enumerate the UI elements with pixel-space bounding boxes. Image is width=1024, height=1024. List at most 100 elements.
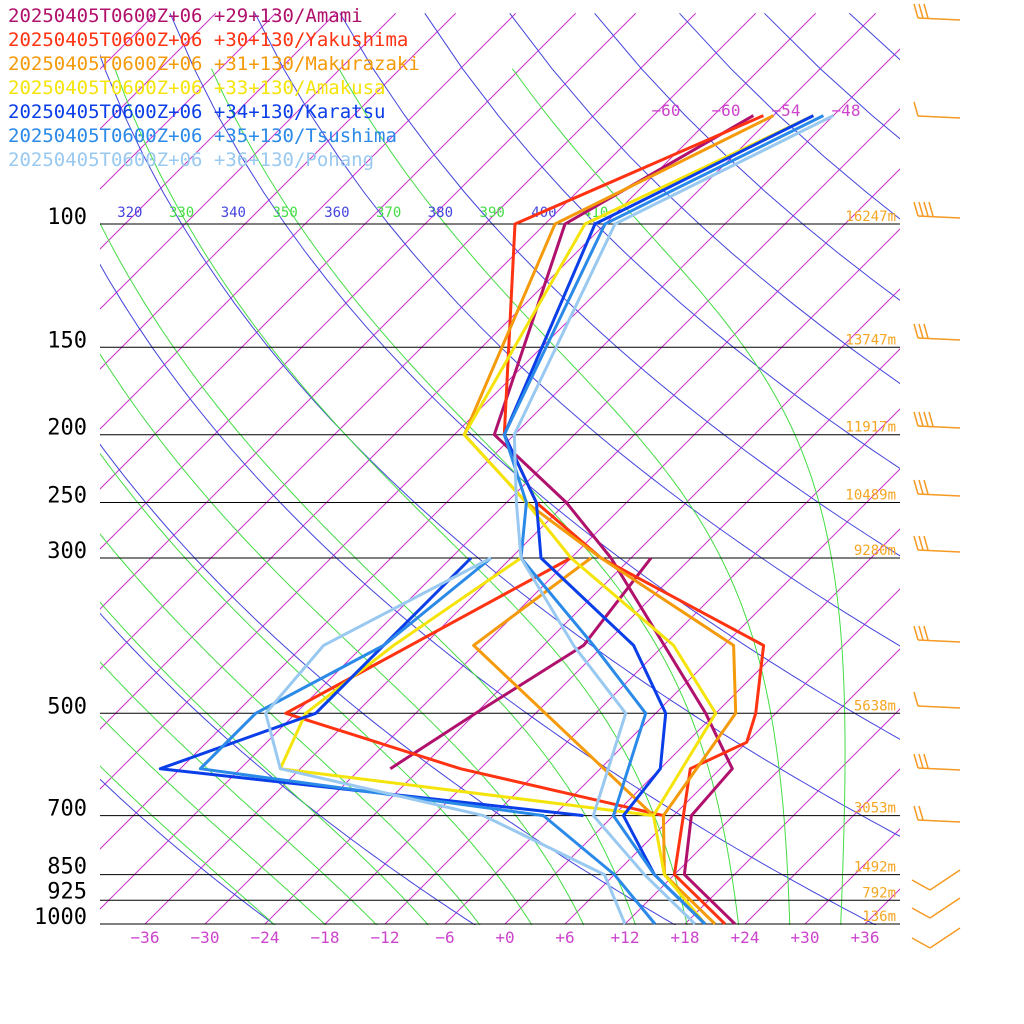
x-tick-label: +36 [851, 928, 880, 947]
legend-entry: 20250405T0600Z+06 +31+130/Makurazaki [8, 53, 420, 75]
isotherm-line [624, 648, 900, 925]
height-label: 13747m [845, 332, 896, 348]
height-label: 11917m [845, 420, 896, 436]
x-tick-label: +0 [495, 928, 514, 947]
x-tick-label: +12 [611, 928, 640, 947]
isotherm-line [925, 13, 1024, 924]
pressure-label: 925 [47, 879, 87, 904]
x-tick-label: −30 [191, 928, 220, 947]
pressure-label: 500 [47, 694, 87, 719]
moist-adiabat-line [100, 715, 327, 925]
dry-adiabat-line [339, 13, 900, 557]
pressure-label: 1000 [34, 905, 87, 930]
pressure-label: 200 [47, 416, 87, 441]
wind-barb-icon [913, 479, 961, 497]
isotherm-line [564, 588, 900, 925]
dry-adiabat-line [509, 12, 900, 385]
series-temperature-line [462, 114, 775, 925]
isotherm-line [100, 12, 337, 250]
x-tick-label: −24 [251, 928, 280, 947]
moist-adiabat-grid [100, 68, 846, 925]
isotherm-line [100, 12, 577, 490]
moist-adiabat-line [338, 68, 791, 925]
x-tick-label: +18 [671, 928, 700, 947]
isotherm-line [100, 12, 517, 430]
isotherm-line [804, 828, 900, 925]
dry-adiabat-line [100, 263, 877, 925]
x-tick-label: −12 [371, 928, 400, 947]
isotherm-line [384, 408, 900, 925]
isotherm-line [864, 888, 900, 925]
axis-labels: 100 16247m 150 13747m 200 11917m 250 10489m 300 9… [34, 101, 896, 947]
isotherm-line [744, 768, 900, 925]
isotherm-line [444, 468, 900, 925]
wind-barb-icon [913, 805, 961, 823]
isotherm-line [100, 48, 900, 850]
dry-adiabat-line [169, 13, 900, 740]
isotherm-line [100, 12, 757, 670]
isotherm-line [100, 12, 397, 310]
moist-adiabat-line [100, 222, 637, 925]
upper-temp-label: −48 [832, 101, 861, 120]
upper-temp-label: −60 [712, 101, 741, 120]
legend-entry: 20250405T0600Z+06 +30+130/Yakushima [8, 29, 409, 51]
dry-adiabat-grid [100, 12, 900, 925]
series-dewpoint-line [284, 556, 664, 818]
height-label: 3053m [854, 801, 896, 817]
series-temperature-line [512, 114, 835, 925]
wind-barb-icon [913, 3, 961, 21]
theta-label: 380 [428, 205, 453, 221]
x-tick-label: +6 [555, 928, 574, 947]
chart-legend: 20250405T0600Z+06 +29+130/Amami 20250405T… [8, 4, 420, 172]
x-tick-label: −36 [131, 928, 160, 947]
moist-adiabat-line [511, 68, 846, 925]
legend-entry: 20250405T0600Z+06 +29+130/Amami [8, 5, 363, 27]
wind-barb-icon [913, 323, 961, 341]
legend-entry: 20250405T0600Z+06 +36+130/Pohang [8, 149, 375, 171]
height-label: 9280m [854, 543, 896, 559]
height-label: 16247m [845, 209, 896, 225]
isotherm-line [100, 12, 637, 550]
upper-temp-label: −54 [772, 101, 801, 120]
pressure-label: 850 [47, 855, 87, 880]
x-tick-label: −18 [311, 928, 340, 947]
moist-adiabat-line [100, 765, 276, 925]
height-label: 792m [862, 885, 896, 901]
height-label: 5638m [854, 698, 896, 714]
upper-temp-label: −60 [652, 101, 681, 120]
dry-adiabat-line [100, 778, 276, 925]
pressure-label: 700 [47, 797, 87, 822]
pressure-label: 300 [47, 539, 87, 564]
theta-label: 330 [169, 205, 194, 221]
theta-label: 320 [117, 205, 142, 221]
wind-barb-icon [913, 535, 961, 553]
x-tick-label: −6 [435, 928, 454, 947]
height-label: 1492m [854, 860, 896, 876]
legend-entry: 20250405T0600Z+06 +34+130/Karatsu [8, 101, 386, 123]
wind-barb-icon [911, 869, 961, 891]
pressure-label: 100 [47, 205, 87, 230]
dry-adiabat-line [254, 13, 900, 647]
dry-adiabat-line [100, 53, 900, 837]
theta-label: 350 [272, 205, 297, 221]
wind-barbs [911, 3, 961, 949]
wind-barb-icon [911, 897, 961, 919]
dry-adiabat-line [424, 13, 900, 470]
theta-label: 370 [376, 205, 401, 221]
height-label: 136m [862, 909, 896, 925]
wind-barb-icon [913, 411, 961, 429]
moist-adiabat-line [100, 353, 585, 925]
wind-barb-icon [913, 101, 961, 119]
isotherm-line [204, 228, 900, 925]
height-label: 10489m [845, 488, 896, 504]
isobar-grid [100, 223, 900, 925]
moist-adiabat-line [100, 452, 533, 925]
wind-barb-icon [911, 927, 961, 949]
dry-adiabat-line [679, 12, 900, 220]
moist-adiabat-line [211, 68, 740, 925]
x-tick-label: +30 [791, 928, 820, 947]
isotherm-line [100, 12, 817, 730]
pressure-label: 250 [47, 484, 87, 509]
pressure-label: 150 [47, 328, 87, 353]
